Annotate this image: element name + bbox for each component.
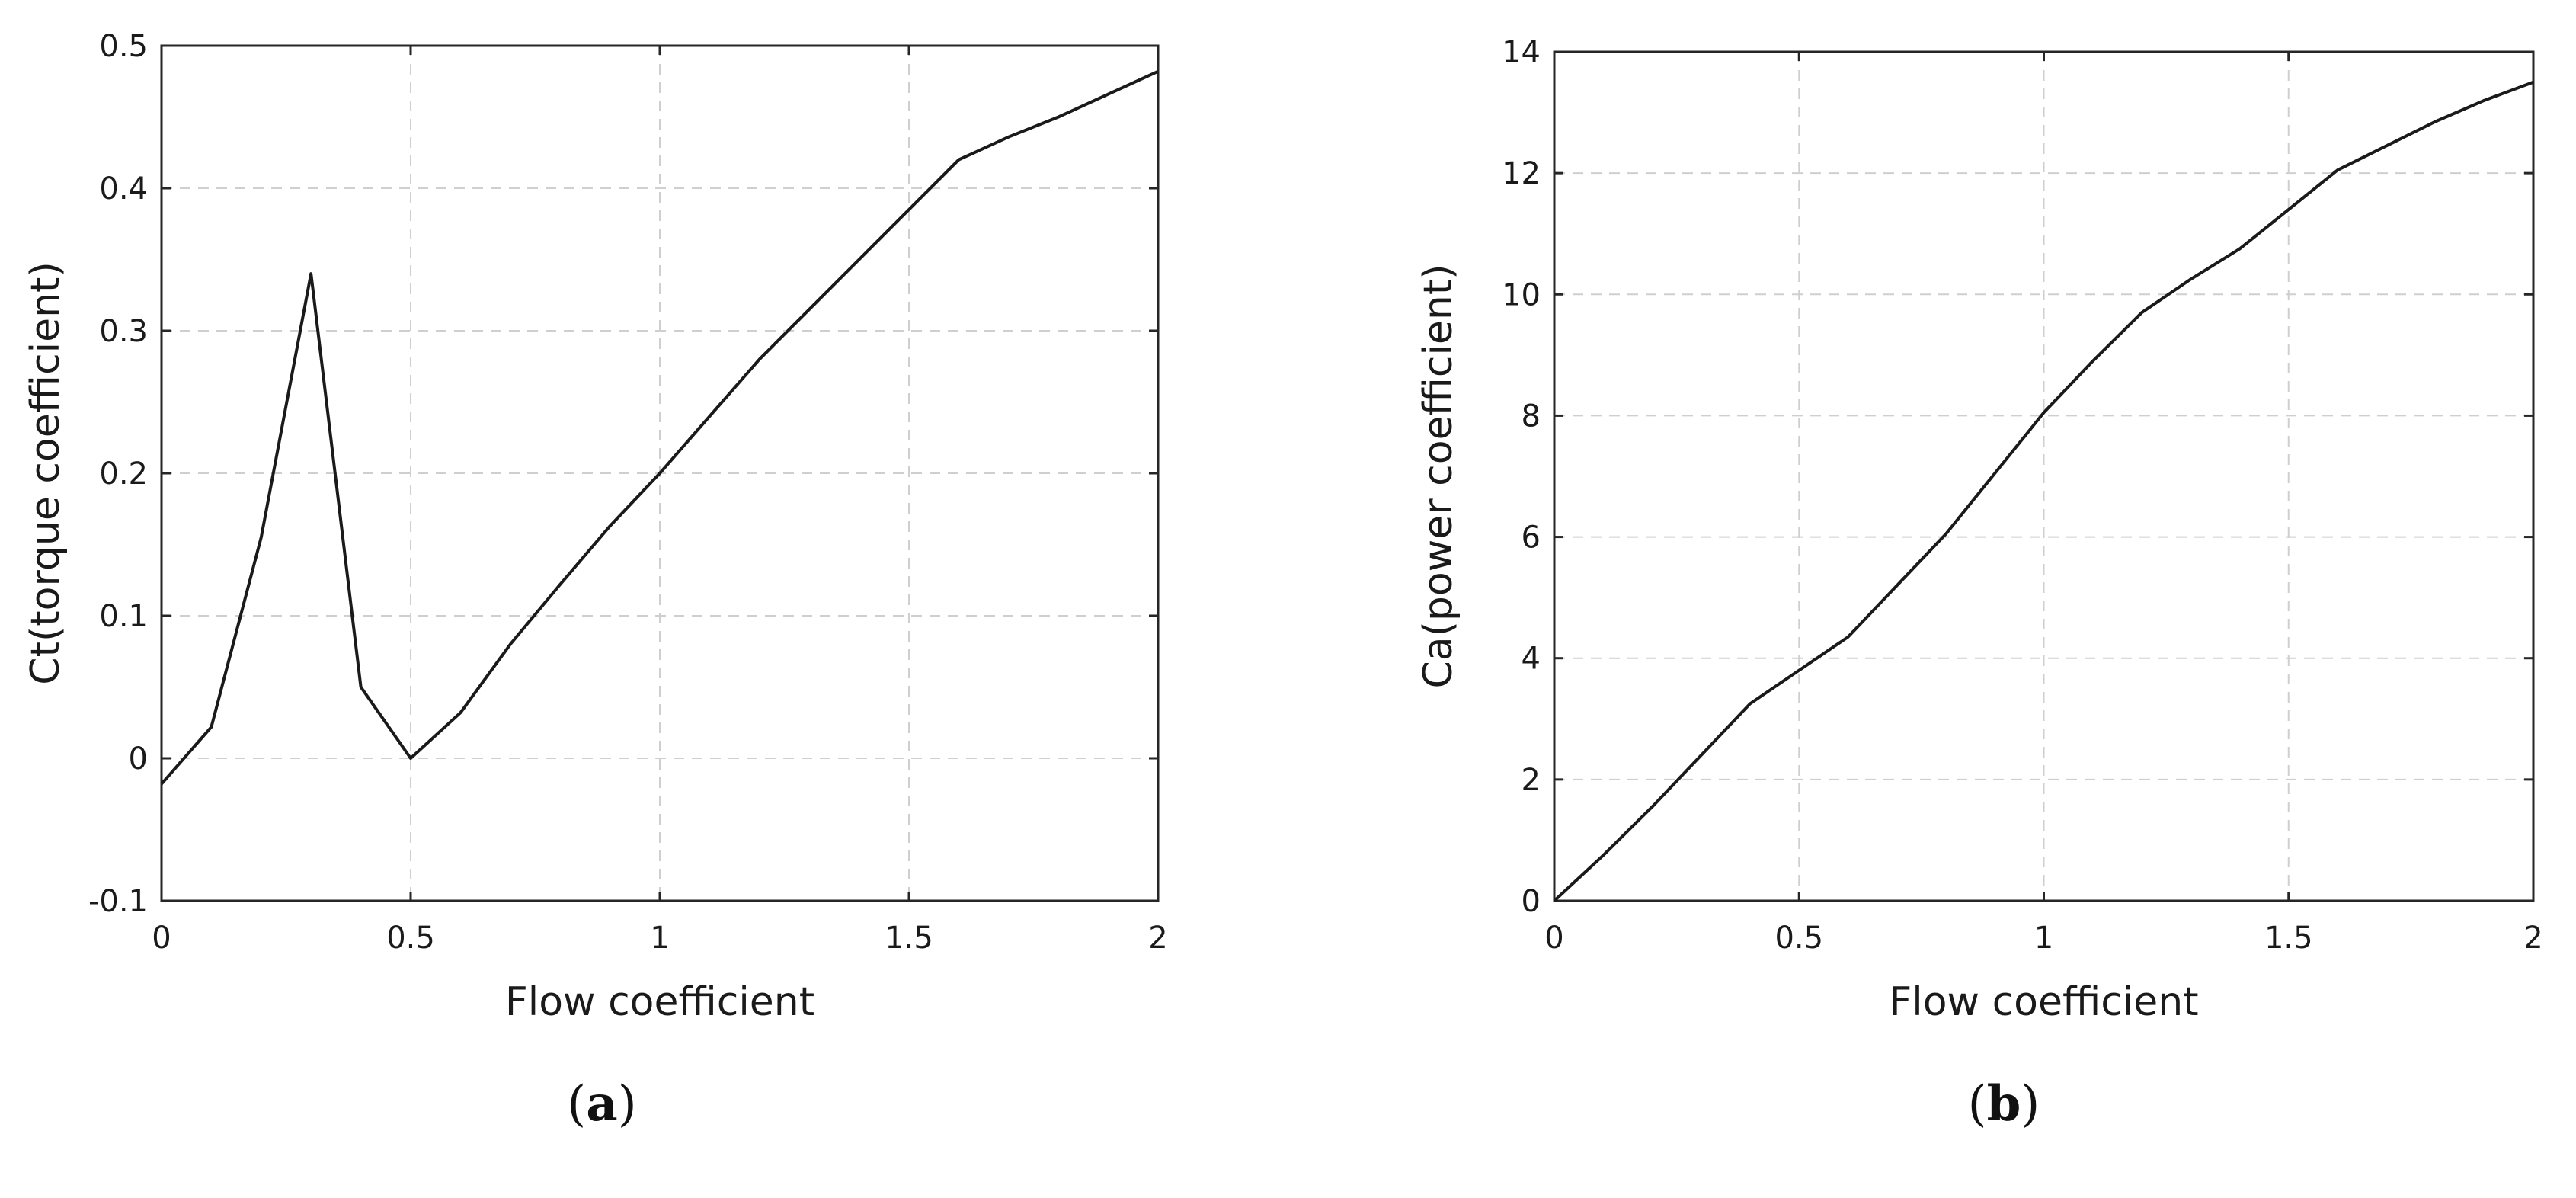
x-tick-label: 1.5 [885, 921, 933, 956]
y-tick-label: 6 [1522, 521, 1541, 556]
chart-b: 0 0.5 1 1.5 2 0 2 4 6 8 10 12 14 Flow coefficient Ca(p… [1416, 35, 2543, 1132]
y-tick-label: 4 [1522, 642, 1541, 677]
y-tick-label: 0.3 [99, 314, 148, 349]
x-tick-label: 0.5 [1774, 921, 1823, 956]
panel-label: (a) [567, 1075, 636, 1132]
panel-label: (b) [1968, 1075, 2040, 1132]
y-tick-label: 0.4 [99, 171, 148, 207]
y-tick-label: 2 [1522, 763, 1541, 798]
y-tick-label: 8 [1522, 399, 1541, 434]
x-tick-label: 2 [1148, 921, 1167, 956]
x-axis-title: Flow coefficient [1889, 979, 2198, 1025]
x-tick-label: 2 [2523, 921, 2542, 956]
y-tick-label: -0.1 [88, 884, 148, 919]
y-tick-label: 0.1 [99, 599, 148, 634]
y-tick-label: 0 [1522, 884, 1541, 919]
y-tick-label: 12 [1502, 156, 1541, 191]
series-line [1553, 80, 2534, 902]
x-tick-label: 1.5 [2264, 921, 2313, 956]
x-tick-label: 0 [1544, 921, 1563, 956]
y-tick-label: 0.2 [99, 456, 148, 492]
y-tick-label: 0 [129, 742, 148, 777]
x-tick-label: 1 [650, 921, 669, 956]
y-axis-title: Ca(power coefficient) [1416, 264, 1461, 688]
y-tick-label: 14 [1502, 35, 1541, 70]
series-line [160, 69, 1159, 786]
x-axis-title: Flow coefficient [505, 979, 814, 1025]
x-tick-label: 0.5 [386, 921, 435, 956]
y-tick-label: 0.5 [99, 29, 148, 64]
x-tick-label: 0 [152, 921, 171, 956]
x-tick-label: 1 [2034, 921, 2053, 956]
y-tick-label: 10 [1502, 277, 1541, 312]
y-axis-title: Ct(torque coefficient) [23, 261, 69, 684]
